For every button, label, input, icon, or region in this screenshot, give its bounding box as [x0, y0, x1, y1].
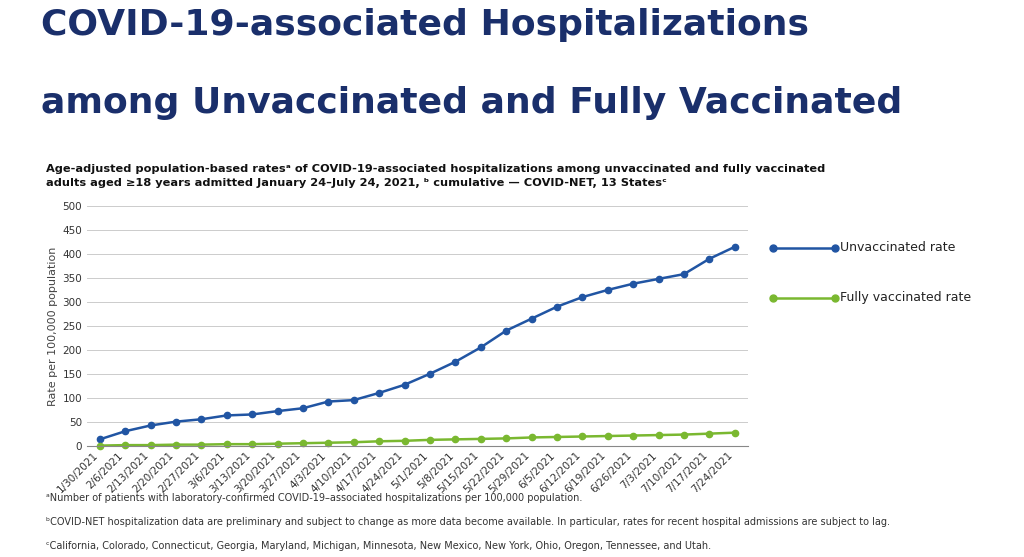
Text: COVID-19-associated Hospitalizations: COVID-19-associated Hospitalizations [41, 8, 809, 42]
Text: Fully vaccinated rate: Fully vaccinated rate [840, 291, 971, 305]
Text: ᶜCalifornia, Colorado, Connecticut, Georgia, Maryland, Michigan, Minnesota, New : ᶜCalifornia, Colorado, Connecticut, Geor… [46, 541, 712, 551]
Text: ᵃNumber of patients with laboratory-confirmed COVID-19–associated hospitalizatio: ᵃNumber of patients with laboratory-conf… [46, 493, 583, 503]
Text: ᵇCOVID-NET hospitalization data are preliminary and subject to change as more da: ᵇCOVID-NET hospitalization data are prel… [46, 517, 890, 527]
Text: among Unvaccinated and Fully Vaccinated: among Unvaccinated and Fully Vaccinated [41, 86, 902, 120]
Text: Unvaccinated rate: Unvaccinated rate [840, 241, 955, 255]
Text: Age-adjusted population-based ratesᵃ of COVID-19-associated hospitalizations amo: Age-adjusted population-based ratesᵃ of … [46, 164, 825, 188]
Y-axis label: Rate per 100,000 population: Rate per 100,000 population [48, 246, 58, 405]
